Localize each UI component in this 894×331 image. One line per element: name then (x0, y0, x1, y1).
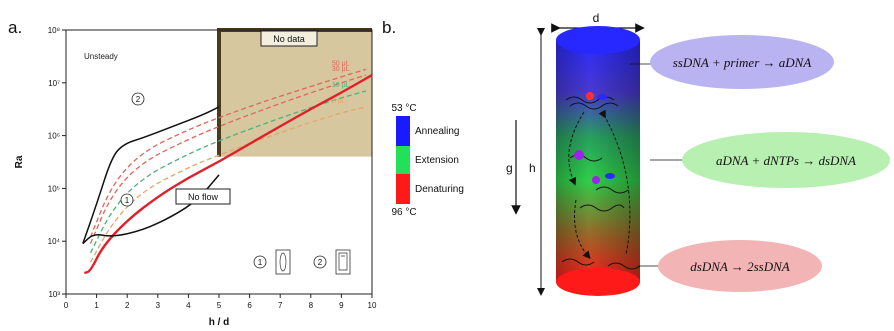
reaction-denaturing-text: dsDNA → 2ssDNA (690, 259, 790, 274)
unsteady-label: Unsteady (84, 52, 118, 61)
marker-2-schematic: 2 (313, 249, 351, 275)
colorbar-label-annealing: Annealing (415, 126, 459, 137)
reaction-extension-text: aDNA + dNTPs → dsDNA (716, 153, 856, 168)
x-tick-label: 2 (125, 301, 130, 310)
x-tick-label: 0 (64, 301, 69, 310)
series-line-5 (82, 106, 220, 244)
marker-2-on-curve: 2 (131, 92, 145, 106)
marker-1-schematic: 1 (253, 249, 291, 275)
no-data-region (219, 30, 372, 157)
dna-strands (561, 96, 641, 270)
cylinder (556, 26, 640, 296)
series-line-2 (89, 90, 367, 254)
y-tick-label: 10⁴ (48, 237, 61, 246)
colorbar-top-temp: 53 °C (391, 103, 416, 114)
x-tick-label: 8 (309, 301, 314, 310)
reaction-annealing-text: ssDNA + primer → aDNA (673, 55, 812, 70)
series-line-3 (89, 106, 367, 263)
x-tick-label: 4 (186, 301, 191, 310)
rayleigh-chart: 0 1 2 3 4 5 6 7 8 9 10 10³ 10⁴ 10⁵ 10⁶ 10⁷ 10⁸ h / d Ra 50 … (14, 26, 377, 328)
colorbar-bottom-temp: 96 °C (391, 207, 416, 218)
height-label: h (529, 161, 536, 175)
series-label-3: 5 μL (332, 98, 346, 105)
diameter-label: d (593, 11, 600, 25)
svg-text:2: 2 (318, 258, 323, 267)
svg-text:2: 2 (136, 95, 141, 104)
series-label-1: 30 μL (332, 66, 350, 73)
series-line-1 (89, 74, 367, 244)
x-axis-label: h / d (209, 317, 230, 328)
panel-b-label: b. (382, 18, 397, 37)
gravity-label: g (506, 161, 513, 175)
reaction-annealing: ssDNA + primer → aDNA (630, 35, 834, 89)
series-line-4 (84, 74, 373, 275)
svg-text:1: 1 (258, 258, 263, 267)
x-tick-label: 9 (339, 301, 344, 310)
y-tick-label: 10³ (48, 290, 60, 299)
no-data-label-box: No data (260, 30, 318, 47)
series-label-0: 50 μL (332, 60, 350, 67)
reaction-extension: aDNA + dNTPs → dsDNA (650, 132, 890, 188)
y-tick-label: 10⁶ (48, 132, 60, 141)
y-tick-label: 10⁷ (48, 79, 60, 88)
colorbar (396, 116, 410, 204)
reaction-denaturing: dsDNA → 2ssDNA (638, 240, 822, 292)
polymerase-blobs (574, 92, 615, 184)
convection-arrows (568, 109, 631, 260)
y-tick-label: 10⁵ (48, 184, 60, 193)
x-tick-label: 6 (247, 301, 252, 310)
x-tick-label: 10 (368, 301, 377, 310)
x-tick-label: 7 (278, 301, 283, 310)
series-label-2: 10 μL (332, 82, 350, 89)
no-flow-label-box: No flow (175, 188, 231, 205)
colorbar-label-extension: Extension (415, 155, 459, 166)
no-flow-label: No flow (188, 192, 219, 202)
marker-1-on-curve: 1 (120, 193, 134, 207)
x-tick-label: 1 (94, 301, 99, 310)
svg-text:1: 1 (125, 196, 130, 205)
y-tick-label: 10⁸ (48, 26, 60, 35)
panel-a-label: a. (8, 18, 23, 37)
x-tick-label: 5 (217, 301, 222, 310)
y-axis-label: Ra (14, 155, 25, 168)
colorbar-label-denaturing: Denaturing (415, 184, 464, 195)
series-line-0 (89, 68, 367, 238)
no-data-label: No data (273, 34, 305, 44)
x-tick-label: 3 (156, 301, 161, 310)
